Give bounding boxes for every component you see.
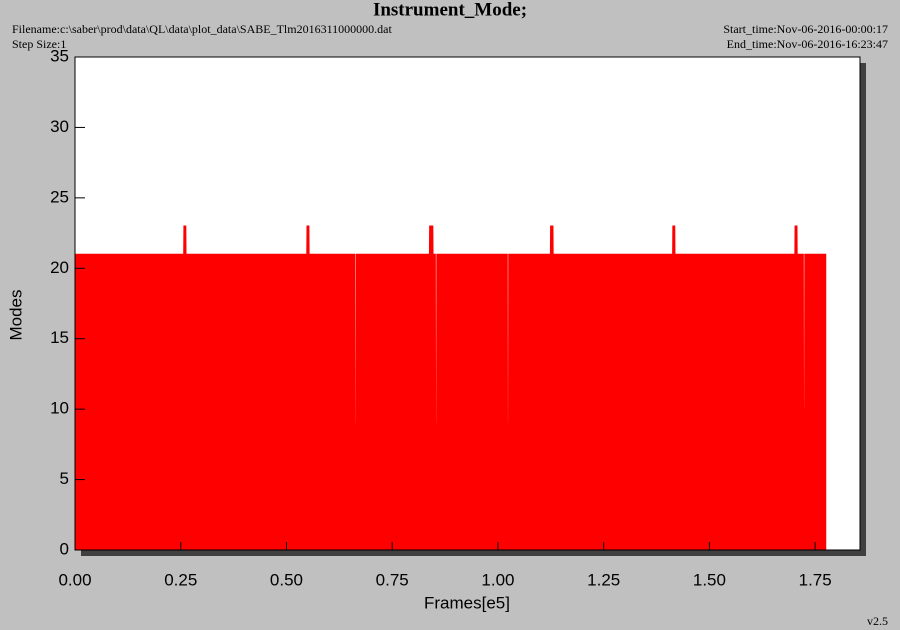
y-tick-label: 25 bbox=[50, 187, 69, 206]
x-tick-label: 0.00 bbox=[58, 570, 91, 589]
version: v2.5 bbox=[867, 614, 888, 628]
x-tick-label: 0.25 bbox=[164, 570, 197, 589]
start-time: Start_time:Nov-06-2016-00:00:17 bbox=[723, 22, 888, 36]
x-tick-label: 0.50 bbox=[270, 570, 303, 589]
mode-area bbox=[74, 225, 827, 551]
y-tick-label: 10 bbox=[50, 399, 69, 418]
end-time: End_time:Nov-06-2016-16:23:47 bbox=[727, 37, 888, 51]
y-tick-label: 5 bbox=[60, 469, 69, 488]
y-tick-label: 35 bbox=[50, 46, 69, 65]
x-tick-label: 1.50 bbox=[693, 570, 726, 589]
plot-frame bbox=[74, 56, 861, 551]
step-size: Step Size:1 bbox=[12, 37, 66, 51]
chart-title: Instrument_Mode; bbox=[373, 0, 527, 20]
y-tick-label: 20 bbox=[50, 258, 69, 277]
x-axis-label: Frames[e5] bbox=[424, 593, 510, 612]
y-tick-label: 15 bbox=[50, 328, 69, 347]
y-axis-label: Modes bbox=[6, 289, 25, 340]
x-tick-label: 1.25 bbox=[587, 570, 620, 589]
x-tick-label: 1.75 bbox=[799, 570, 832, 589]
y-tick-label: 0 bbox=[60, 539, 69, 558]
filename: Filename:c:\saber\prod\data\QL\data\plot… bbox=[12, 22, 392, 36]
x-tick-label: 0.75 bbox=[376, 570, 409, 589]
x-tick-label: 1.00 bbox=[481, 570, 514, 589]
y-tick-label: 30 bbox=[50, 117, 69, 136]
